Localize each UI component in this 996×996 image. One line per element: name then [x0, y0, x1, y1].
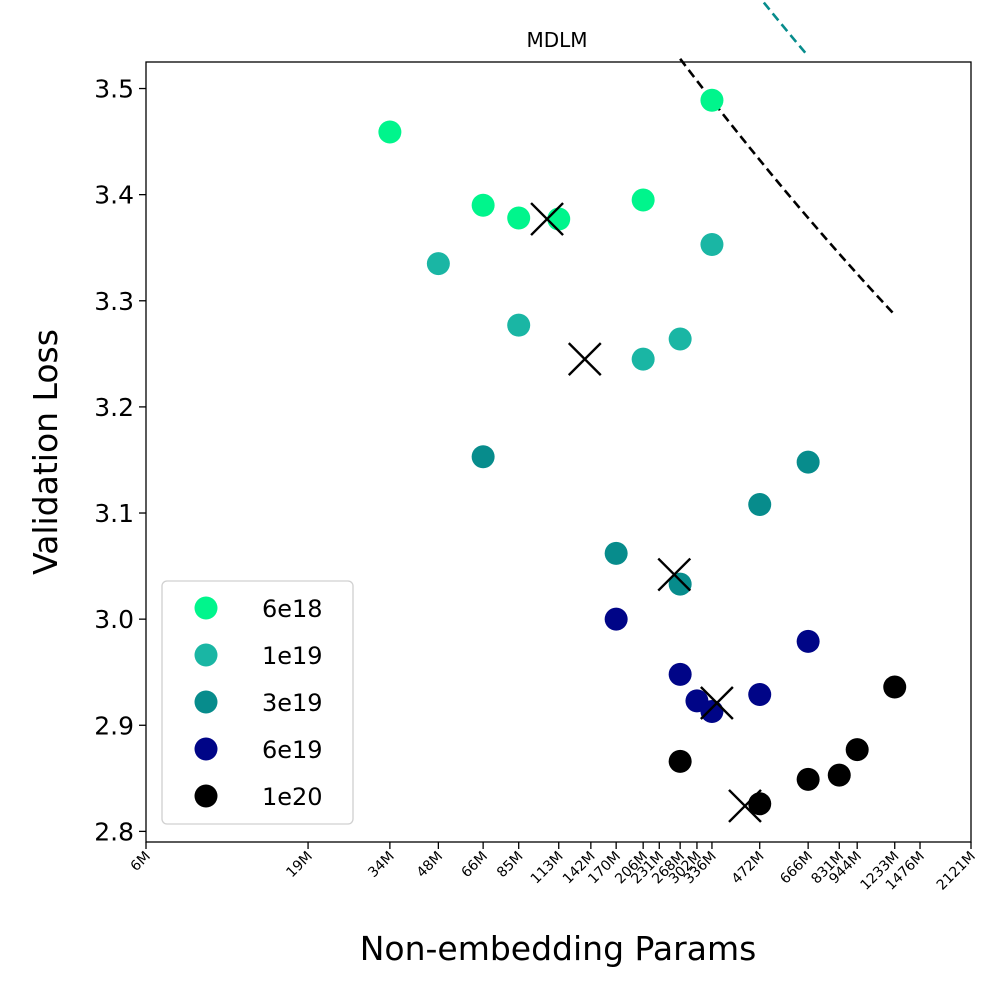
- data-point-6e19: [796, 629, 820, 653]
- data-point-6e19: [604, 607, 628, 631]
- y-tick-label: 3.5: [94, 75, 134, 104]
- data-point-3e19: [796, 450, 820, 474]
- data-point-1e19: [668, 327, 692, 351]
- x-tick-label: 48M: [414, 849, 446, 881]
- legend-marker-6e19: [194, 737, 218, 761]
- data-point-6e19: [748, 682, 772, 706]
- y-axis-ticks: 2.8 2.9 3.0 3.1 3.2 3.3 3.4 3.5: [94, 75, 146, 846]
- x-axis-ticks: 6M 19M 34M 48M 66M 85M 113M142M170M206M231M268…: [128, 842, 979, 894]
- data-point-1e20: [845, 738, 869, 762]
- minimum-marker-1e19: [567, 342, 602, 376]
- legend-marker-1e19: [194, 643, 218, 667]
- x-tick-label: 113M: [528, 849, 567, 888]
- legend-box: [161, 580, 354, 825]
- data-point-6e18: [471, 193, 495, 217]
- legend-label-6e18: 6e18: [262, 595, 323, 623]
- x-tick-label: 6M: [128, 849, 154, 875]
- data-point-3e19: [748, 493, 772, 517]
- data-point-1e19: [631, 347, 655, 371]
- legend: 6e18 1e19 3e19 6e19 1e20: [161, 580, 354, 825]
- data-point-3e19: [668, 572, 692, 596]
- data-points: [378, 88, 907, 816]
- y-tick-label: 3.3: [94, 287, 134, 316]
- legend-label-1e19: 1e19: [262, 642, 323, 670]
- y-tick-label: 3.0: [94, 605, 134, 634]
- x-tick-label: 19M: [283, 849, 315, 881]
- legend-label-6e19: 6e19: [262, 736, 323, 764]
- data-point-1e19: [700, 233, 724, 257]
- y-tick-label: 3.4: [94, 181, 134, 210]
- x-tick-label: 66M: [459, 849, 491, 881]
- minimum-marker-1e20: [728, 789, 762, 823]
- fit-curves: [679, 0, 896, 316]
- data-point-1e20: [883, 675, 907, 699]
- x-tick-label: 34M: [365, 849, 397, 881]
- legend-marker-6e18: [194, 596, 218, 620]
- data-point-6e18: [378, 120, 402, 144]
- x-tick-label: 2121M: [934, 849, 979, 894]
- y-tick-label: 2.8: [94, 817, 134, 846]
- minimum-markers: [530, 202, 762, 823]
- data-point-1e19: [426, 252, 450, 276]
- y-axis-label: Validation Loss: [26, 329, 65, 575]
- data-point-1e20: [796, 767, 820, 791]
- data-point-1e20: [668, 749, 692, 773]
- data-point-6e18: [700, 88, 724, 112]
- chart-title: MDLM: [526, 28, 587, 52]
- data-point-1e20: [827, 763, 851, 787]
- legend-label-3e19: 3e19: [262, 689, 323, 717]
- minimum-marker-6e19: [700, 686, 734, 720]
- y-tick-label: 3.1: [94, 499, 134, 528]
- legend-label-1e20: 1e20: [262, 783, 323, 811]
- data-point-6e19: [668, 662, 692, 686]
- legend-marker-3e19: [194, 690, 218, 714]
- x-tick-label: 666M: [777, 849, 816, 888]
- data-point-6e18: [631, 188, 655, 212]
- data-point-3e19: [604, 541, 628, 565]
- data-point-6e18: [507, 206, 531, 230]
- x-tick-label: 85M: [494, 849, 526, 881]
- data-point-6e18: [547, 207, 571, 231]
- data-point-3e19: [471, 445, 495, 469]
- data-point-6e19: [700, 699, 724, 723]
- minimum-marker-6e18: [530, 202, 564, 236]
- x-axis-label: Non-embedding Params: [360, 929, 757, 968]
- legend-marker-1e20: [194, 784, 218, 808]
- x-tick-label: 472M: [729, 849, 768, 888]
- y-tick-label: 2.9: [94, 711, 134, 740]
- data-point-1e19: [507, 313, 531, 337]
- minimum-marker-3e19: [657, 557, 692, 592]
- y-tick-label: 3.2: [94, 393, 134, 422]
